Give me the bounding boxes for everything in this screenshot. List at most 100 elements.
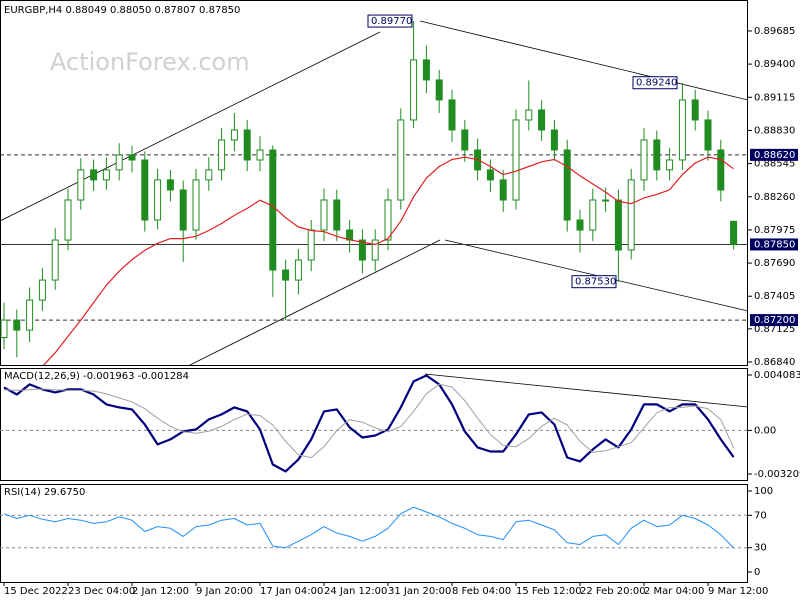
candle-body — [602, 199, 610, 202]
macd-title: MACD(12,26,9) -0.001963 -0.001284 — [4, 371, 189, 382]
price-marker-label: 0.88620 — [754, 150, 795, 161]
candle-body — [38, 279, 46, 301]
candle-body — [512, 119, 520, 201]
candle-body — [422, 59, 430, 81]
y-tick-label: 0.004083 — [754, 370, 800, 381]
candle-body — [640, 139, 648, 181]
candle-body — [294, 259, 302, 281]
main-panel — [0, 0, 748, 366]
candle-body — [346, 229, 354, 241]
x-tick-label: 8 Feb 04:00 — [452, 586, 511, 597]
candle-body — [435, 79, 443, 101]
candle-body — [538, 109, 546, 131]
candle-body — [371, 239, 379, 261]
candle-body — [179, 189, 187, 231]
plot-area — [0, 374, 748, 473]
candle-body — [448, 99, 456, 131]
candle-body — [627, 179, 635, 251]
candle-body — [90, 169, 98, 181]
candle-body — [230, 129, 238, 141]
candle-body — [397, 119, 405, 201]
price-annotation-box — [367, 14, 413, 28]
price-annotation-box — [632, 76, 678, 90]
candle-body — [218, 139, 226, 171]
indicator-line — [3, 383, 735, 459]
candle-body — [64, 199, 72, 241]
candle-body — [358, 239, 366, 261]
x-tick-label: 2 Jan 12:00 — [132, 586, 189, 597]
candle-body — [384, 199, 392, 241]
chart-title: EURGBP,H4 0.88049 0.88050 0.87807 0.8785… — [4, 5, 240, 16]
x-tick-label: 2 Mar 04:00 — [644, 586, 704, 597]
price-marker — [750, 314, 798, 327]
price-marker-label: 0.87200 — [754, 315, 795, 326]
y-tick-label: 0 — [754, 567, 760, 578]
price-marker — [750, 238, 798, 251]
moving-average — [43, 156, 734, 365]
indicator-line — [3, 506, 734, 549]
x-tick-label: 15 Feb 12:00 — [516, 586, 582, 597]
x-tick-label: 9 Jan 20:00 — [196, 586, 253, 597]
falling-upper — [419, 20, 748, 101]
candle-body — [320, 199, 328, 231]
candle-body — [333, 199, 341, 231]
plot-area — [0, 21, 748, 365]
y-tick-label: 0.89685 — [754, 26, 795, 37]
indicator-line — [3, 374, 735, 473]
channel-lower — [189, 239, 441, 365]
candle-body — [589, 199, 597, 231]
rsi-title: RSI(14) 29.6750 — [4, 487, 85, 498]
macd-trendline — [424, 373, 748, 408]
y-tick-label: 100 — [754, 486, 773, 497]
x-tick-label: 22 Feb 20:00 — [580, 586, 646, 597]
candle-body — [13, 319, 21, 331]
candle-body — [256, 149, 264, 161]
candle-body — [691, 99, 699, 121]
x-tick-label: 23 Dec 04:00 — [68, 586, 135, 597]
candle-body — [26, 299, 34, 331]
candle-body — [243, 129, 251, 161]
candle-body — [461, 129, 469, 151]
candle-body — [563, 149, 571, 221]
channel-upper — [0, 31, 381, 222]
rsi-panel — [0, 484, 748, 583]
price-annotation: 0.89240 — [636, 78, 677, 89]
price-annotation-box — [571, 275, 617, 289]
x-tick-label: 24 Jan 12:00 — [324, 586, 387, 597]
macd-panel — [0, 368, 748, 481]
candle-body — [307, 229, 315, 261]
y-tick-label: 0.89115 — [754, 92, 795, 103]
candle-body — [0, 319, 8, 339]
y-tick-label: 70 — [754, 510, 767, 521]
candle-body — [141, 159, 149, 221]
candle-body — [51, 239, 59, 281]
candle-body — [666, 159, 674, 171]
candle-body — [128, 154, 136, 161]
candle-body — [166, 179, 174, 191]
candle-body — [653, 139, 661, 171]
candle-body — [614, 199, 622, 251]
y-tick-label: 30 — [754, 543, 767, 554]
candle-body — [525, 109, 533, 121]
y-tick-label: 0.00 — [754, 425, 776, 436]
candle-body — [410, 59, 418, 121]
y-tick-label: 0.88545 — [754, 159, 795, 170]
candle-body — [102, 169, 110, 181]
x-tick-label: 15 Dec 2022 — [4, 586, 68, 597]
candle-body — [576, 219, 584, 231]
y-tick-label: 0.87975 — [754, 225, 795, 236]
price-marker — [750, 148, 798, 161]
y-tick-label: 0.89400 — [754, 59, 795, 70]
y-tick-label: 0.87405 — [754, 291, 795, 302]
candle-body — [282, 269, 290, 281]
candle-body — [717, 149, 725, 191]
candle-body — [115, 154, 123, 171]
candle-body — [678, 99, 686, 161]
y-tick-label: 0.88260 — [754, 192, 795, 203]
x-tick-label: 31 Jan 20:00 — [388, 586, 451, 597]
y-tick-label: 0.88830 — [754, 125, 795, 136]
plot-area — [0, 506, 748, 549]
candle-body — [499, 179, 507, 201]
